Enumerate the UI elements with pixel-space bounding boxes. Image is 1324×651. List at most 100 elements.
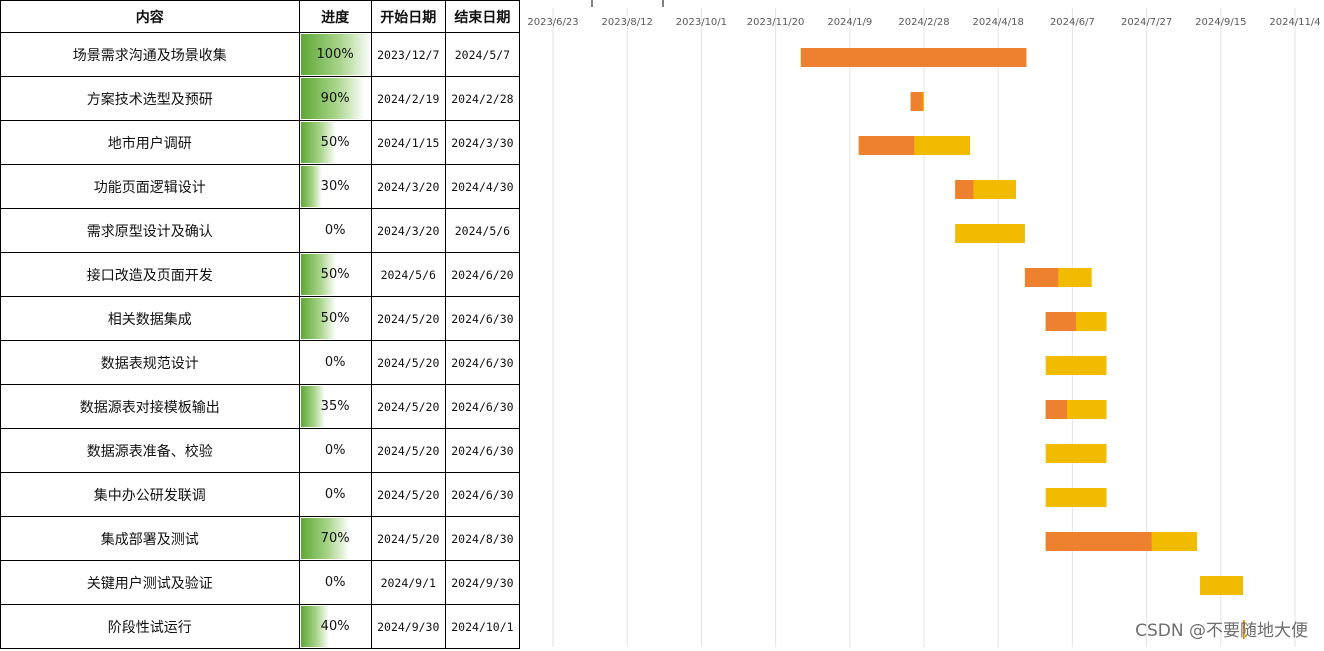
task-progress: 40% [298,604,372,649]
progress-bar [300,386,326,427]
task-end: 2024/6/30 [444,340,521,385]
progress-text: 90% [320,91,350,106]
task-end: 2024/8/30 [444,516,521,561]
progress-text: 0% [324,443,346,458]
table-row: 需求原型设计及确认 0% 2024/3/20 2024/5/6 [0,208,521,253]
task-name: 数据源表准备、校验 [0,428,300,473]
progress-text: 50% [320,135,350,150]
progress-text: 35% [320,399,350,414]
progress-text: 0% [324,487,346,502]
table-row: 相关数据集成 50% 2024/5/20 2024/6/30 [0,296,521,341]
table-row: 数据源表准备、校验 0% 2024/5/20 2024/6/30 [0,428,521,473]
progress-bar [300,34,371,75]
gantt-bar-remaining [1243,620,1246,639]
gantt-bar-completed [1045,312,1077,331]
gantt-bar-remaining [1045,488,1107,507]
progress-text: 50% [320,267,350,282]
gantt-bar-remaining [955,224,1025,243]
task-name: 方案技术选型及预研 [0,76,300,121]
table-row: 场景需求沟通及场景收集 100% 2023/12/7 2024/5/7 [0,32,521,77]
progress-bar [300,122,337,163]
table-row: 接口改造及页面开发 50% 2024/5/6 2024/6/20 [0,252,521,297]
table-row: 数据表规范设计 0% 2024/5/20 2024/6/30 [0,340,521,385]
x-tick-label: 2023/10/1 [676,17,727,28]
task-progress: 0% [298,340,372,385]
gantt-bar-completed [800,48,1027,67]
progress-bar [300,606,329,647]
task-start: 2024/9/30 [370,604,446,649]
table-row: 方案技术选型及预研 90% 2024/2/19 2024/2/28 [0,76,521,121]
task-progress: 70% [298,516,372,561]
gantt-bar-remaining [1200,576,1244,595]
progress-bar [300,78,365,119]
table-row: 地市用户调研 50% 2024/1/15 2024/3/30 [0,120,521,165]
task-start: 2024/5/20 [370,296,446,341]
task-progress: 0% [298,472,372,517]
x-tick-label: 2024/1/9 [827,17,872,28]
gantt-bar-completed [910,92,923,111]
x-tick-label: 2023/6/23 [527,17,578,28]
gantt-bar-completed [1045,532,1152,551]
task-start: 2024/5/6 [370,252,446,297]
progress-text: 70% [320,531,350,546]
gantt-bar-completed [1243,620,1244,639]
progress-text: 40% [320,619,350,634]
table-row: 关键用户测试及验证 0% 2024/9/1 2024/9/30 [0,560,521,605]
task-start: 2024/5/20 [370,428,446,473]
task-name: 需求原型设计及确认 [0,208,300,253]
x-tick-label: 2024/7/27 [1121,17,1172,28]
task-name: 相关数据集成 [0,296,300,341]
progress-bar [300,254,337,295]
task-table: 内容 进度 开始日期 结束日期 场景需求沟通及场景收集 100% 2023/12/7… [0,0,521,649]
task-end: 2024/6/30 [444,296,521,341]
task-end: 2024/2/28 [444,76,521,121]
task-progress: 30% [298,164,372,209]
task-name: 数据源表对接模板输出 [0,384,300,429]
task-progress: 0% [298,560,372,605]
header-end: 结束日期 [444,0,521,33]
header-name: 内容 [0,0,300,33]
task-end: 2024/9/30 [444,560,521,605]
table-row: 阶段性试运行 40% 2024/9/30 2024/10/1 [0,604,521,649]
gantt-svg: 2023/6/23 2023/8/12 2023/10/1 2023/11/20 202… [527,0,1321,647]
task-progress: 50% [298,296,372,341]
task-end: 2024/6/30 [444,384,521,429]
progress-bar [300,518,351,559]
task-start: 2024/3/20 [370,208,446,253]
header-progress: 进度 [298,0,372,33]
task-start: 2024/9/1 [370,560,446,605]
task-name: 场景需求沟通及场景收集 [0,32,300,77]
task-end: 2024/6/30 [444,428,521,473]
task-progress: 90% [298,76,372,121]
task-name: 集成部署及测试 [0,516,300,561]
task-name: 关键用户测试及验证 [0,560,300,605]
task-start: 2024/5/20 [370,340,446,385]
progress-text: 50% [320,311,350,326]
x-tick-label: 2024/2/28 [898,17,949,28]
task-start: 2024/5/20 [370,384,446,429]
task-name: 数据表规范设计 [0,340,300,385]
task-progress: 100% [298,32,372,77]
task-body: 场景需求沟通及场景收集 100% 2023/12/7 2024/5/7 方案技术选型及预… [0,32,521,649]
table-row: 数据源表对接模板输出 35% 2024/5/20 2024/6/30 [0,384,521,429]
gantt-bar-completed [858,136,915,155]
task-name: 功能页面逻辑设计 [0,164,300,209]
task-name: 集中办公研发联调 [0,472,300,517]
progress-text: 0% [324,223,346,238]
task-name: 阶段性试运行 [0,604,300,649]
task-progress: 0% [298,208,372,253]
gantt-chart: 2023/6/23 2023/8/12 2023/10/1 2023/11/20 202… [520,0,1324,647]
task-name: 接口改造及页面开发 [0,252,300,297]
progress-text: 100% [316,47,354,62]
x-tick-label: 2024/4/18 [973,17,1024,28]
table-row: 功能页面逻辑设计 30% 2024/3/20 2024/4/30 [0,164,521,209]
task-end: 2024/4/30 [444,164,521,209]
task-name: 地市用户调研 [0,120,300,165]
task-end: 2024/3/30 [444,120,521,165]
header-start: 开始日期 [370,0,446,33]
table-row: 集成部署及测试 70% 2024/5/20 2024/8/30 [0,516,521,561]
progress-bar [300,166,322,207]
task-progress: 35% [298,384,372,429]
x-tick-label: 2023/8/12 [602,17,653,28]
gantt-bar-completed [955,180,974,199]
